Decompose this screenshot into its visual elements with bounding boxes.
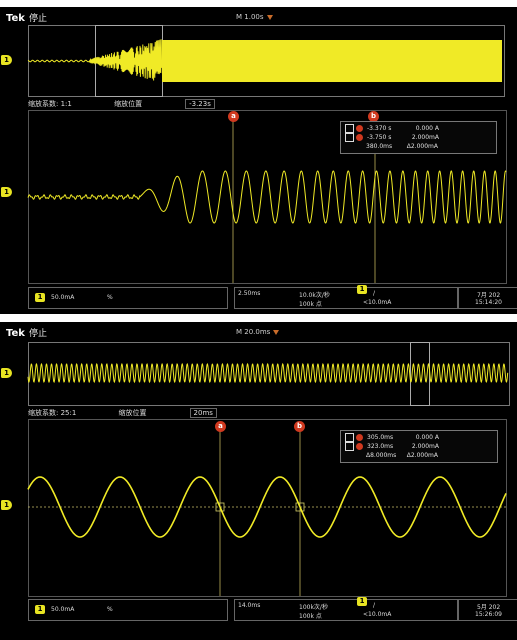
ch1-ground-marker-zoom[interactable]: 1 (1, 500, 12, 510)
ch1-scale: 50.0mA (51, 606, 75, 613)
trigger-level: <10.0mA (363, 611, 392, 618)
zoom-position: 缩放位置 20ms (119, 408, 257, 418)
ch1-ground-marker-zoom[interactable]: 1 (1, 187, 12, 197)
ch1-badge: 1 (35, 293, 45, 302)
zoom-position-value[interactable]: 20ms (189, 408, 217, 418)
record-length: 100k 点 (299, 613, 322, 620)
zoom-factor: 缩放系数: 1:1 (28, 100, 72, 108)
ch1-ground-marker[interactable]: 1 (1, 368, 12, 378)
horizontal-position-readout[interactable]: M 1.00s (236, 13, 273, 21)
trigger-slope-icon: / (373, 290, 376, 297)
timebase-value: 2.50ms (238, 290, 261, 297)
cursor-delta-time: 380.0ms (366, 143, 393, 150)
date-text: 5月 202 (477, 604, 501, 611)
ch1-scale-cell[interactable]: 1 50.0mA% (28, 287, 228, 309)
cursor-a-marker[interactable]: a (228, 111, 239, 122)
zoom-position-value[interactable]: -3.23s (185, 99, 215, 109)
horizontal-position-value: M 1.00s (236, 13, 264, 21)
zoom-info-bar: 缩放系数: 25:1 缩放位置 20ms (28, 408, 297, 418)
cursor-b-value: 2.000mA (411, 134, 439, 141)
tek-logo: Tek 停止 (6, 326, 47, 339)
ch1-ground-marker[interactable]: 1 (1, 55, 12, 65)
cursor-b-time: 323.0ms (367, 443, 394, 450)
horizontal-position-readout[interactable]: M 20.0ms (236, 328, 280, 336)
cursor-b-icon (345, 133, 354, 142)
scope-screen-chirp: Tek 停止 M 1.00s 1 缩放系数: 1:1 缩放位置 -3.23s 1 a… (0, 7, 517, 314)
zoom-position: 缩放位置 -3.23s (114, 99, 255, 109)
ch1-badge: 1 (35, 605, 45, 614)
datetime-cell: 7月 202 15:14:20 (458, 287, 517, 309)
scope-header: Tek 停止 M 20.0ms (0, 322, 517, 344)
cursor-b-icon (345, 442, 354, 451)
trigger-level: <10.0mA (363, 299, 392, 306)
ch1-scale: 50.0mA (51, 294, 75, 301)
scope-header: Tek 停止 M 1.00s (0, 7, 517, 29)
trigger-position-icon (266, 14, 273, 20)
brand-text: Tek (6, 13, 25, 24)
cursor-a-value: 0.000 A (415, 125, 439, 132)
overview-trace (27, 362, 509, 384)
overview-trace (27, 39, 502, 82)
horizontal-position-value: M 20.0ms (236, 328, 271, 336)
cursor-readout-panel: 305.0ms 0.000 A 323.0ms 2.000mA Δ8.000ms Δ2… (340, 430, 498, 463)
cursor-a-crosshair (215, 502, 225, 512)
date-text: 7月 202 (477, 292, 501, 299)
cursor-delta-time: Δ8.000ms (366, 452, 397, 459)
cursor-a-time: 305.0ms (367, 434, 394, 441)
zoomed-trace (27, 430, 507, 596)
trigger-position-icon (273, 329, 280, 335)
sample-rate: 10.0k次/秒 (299, 292, 330, 299)
trigger-source-badge: 1 (357, 597, 367, 606)
time-text: 15:14:20 (475, 299, 502, 306)
cursor-a-icon (345, 433, 354, 442)
trigger-source-badge: 1 (357, 285, 367, 294)
cursor-b-value: 2.000mA (411, 443, 439, 450)
brand-text: Tek (6, 328, 25, 339)
scope-status-bar: 1 50.0mA% 2.50ms 10.0k次/秒 100k 点 1 / <10.… (28, 285, 517, 309)
cursor-a-icon (345, 124, 354, 133)
ch1-unit: % (107, 606, 113, 613)
cursor-a-value: 0.000 A (415, 434, 439, 441)
tek-logo: Tek 停止 (6, 11, 47, 24)
cursor-readout-panel: -3.370 s 0.000 A -3.750 s 2.000mA 380.0ms Δ… (340, 121, 497, 154)
timebase-value: 14.0ms (238, 602, 261, 609)
timebase-cell[interactable]: 2.50ms 10.0k次/秒 100k 点 1 / <10.0mA (234, 285, 458, 309)
scope-screen-sine: Tek 停止 M 20.0ms 1 缩放系数: 25:1 缩放位置 20ms 1 a… (0, 322, 517, 640)
time-text: 15:26:09 (475, 611, 502, 618)
zoomed-waveform-window (28, 419, 507, 597)
overview-waveform-window (28, 342, 510, 406)
zoom-info-bar: 缩放系数: 1:1 缩放位置 -3.23s (28, 99, 295, 109)
datetime-cell: 5月 202 15:26:09 (458, 599, 517, 621)
ch1-unit: % (107, 294, 113, 301)
trigger-slope-icon: / (373, 602, 376, 609)
cursor-b-marker[interactable]: b (368, 111, 379, 122)
zoomed-trace (27, 120, 507, 283)
sample-rate: 100k次/秒 (299, 604, 328, 611)
record-length: 100k 点 (299, 301, 322, 308)
zoom-factor: 缩放系数: 25:1 (28, 409, 77, 417)
cursor-delta-value: Δ2.000mA (406, 143, 438, 150)
cursor-b-crosshair (295, 502, 305, 512)
ch1-scale-cell[interactable]: 1 50.0mA% (28, 599, 228, 621)
cursor-a-marker[interactable]: a (215, 421, 226, 432)
cursor-b-marker[interactable]: b (294, 421, 305, 432)
acquisition-status: 停止 (28, 329, 47, 339)
cursor-delta-value: Δ2.000mA (406, 452, 438, 459)
timebase-cell[interactable]: 14.0ms 100k次/秒 100k 点 1 / <10.0mA (234, 597, 458, 621)
acquisition-status: 停止 (28, 14, 47, 24)
cursor-a-time: -3.370 s (367, 125, 392, 132)
cursor-b-time: -3.750 s (367, 134, 392, 141)
scope-status-bar: 1 50.0mA% 14.0ms 100k次/秒 100k 点 1 / <10.0… (28, 597, 517, 621)
